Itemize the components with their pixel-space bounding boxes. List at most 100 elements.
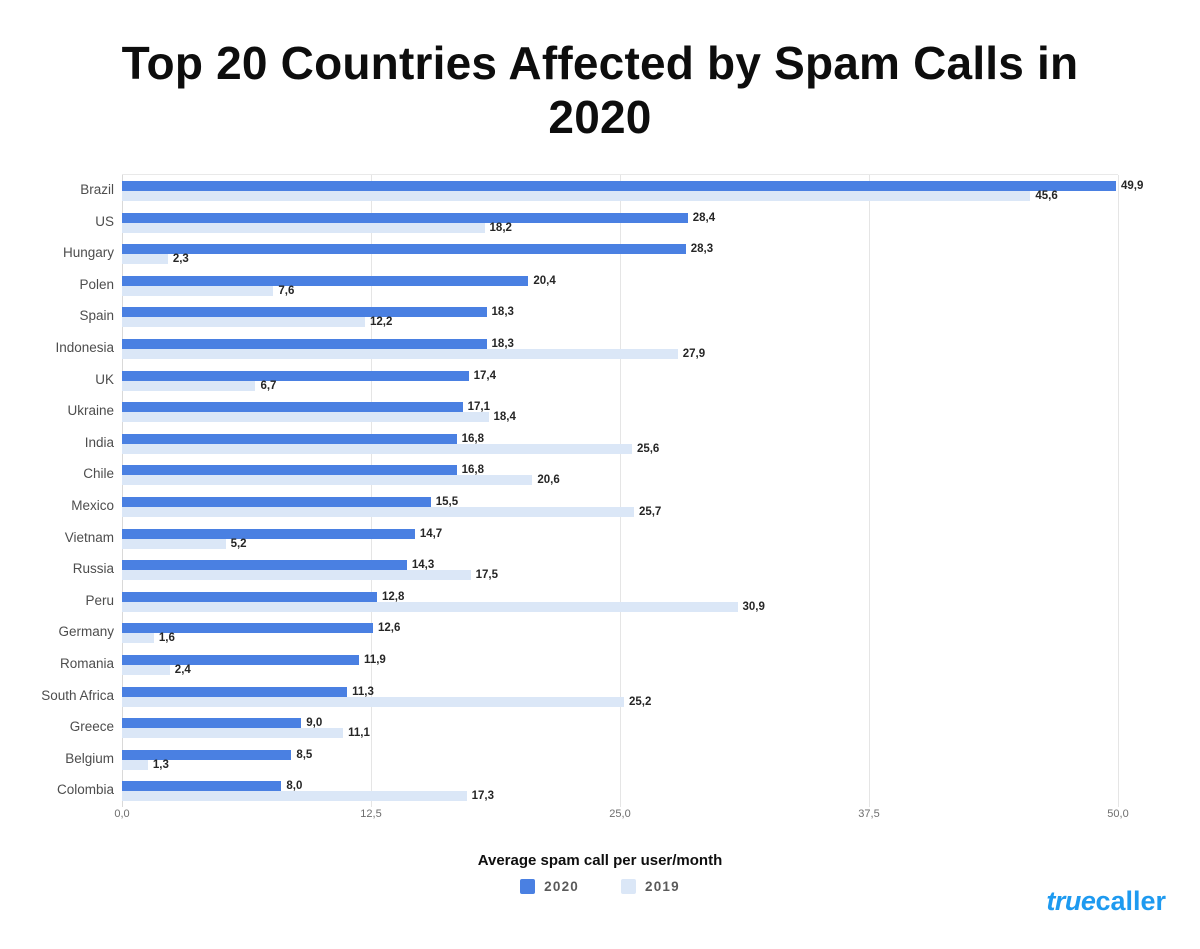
country-label: Chile <box>83 466 114 482</box>
gridline <box>869 175 870 807</box>
country-label: Belgium <box>65 750 114 766</box>
bar-row: 17,1 18,4 <box>122 396 1118 428</box>
value-label-2019: 20,6 <box>537 474 560 487</box>
y-axis-line <box>122 175 123 807</box>
country-label: Brazil <box>80 182 114 197</box>
bar-2020: 17,4 <box>122 370 496 382</box>
value-label-2019: 2,4 <box>174 664 191 676</box>
bar-2020: 14,3 <box>122 559 434 571</box>
country-label: Ukraine <box>67 403 114 419</box>
bar-2019: 6,7 <box>122 380 276 392</box>
value-label-2020: 18,3 <box>491 338 514 350</box>
value-label-2020: 49,9 <box>1121 180 1144 192</box>
country-label: Romania <box>59 656 114 671</box>
bar-row: 14,3 17,5 <box>122 554 1118 586</box>
bar-2019: 2,3 <box>122 253 189 265</box>
bar-2019: 25,6 <box>122 443 659 455</box>
country-label: US <box>95 213 114 229</box>
bar-2020: 16,8 <box>122 433 484 445</box>
logo-part-caller: caller <box>1095 886 1166 916</box>
bar-row: 18,3 27,9 <box>122 333 1118 365</box>
bar-row: 12,8 30,9 <box>122 586 1118 618</box>
value-label-2019: 18,2 <box>489 221 512 234</box>
country-label: Mexico <box>71 498 114 513</box>
legend-swatch-2020 <box>520 879 536 894</box>
value-label-2019: 25,7 <box>638 506 662 518</box>
value-label-2020: 11,9 <box>364 654 386 666</box>
bar-2019: 17,5 <box>122 569 498 581</box>
bar-2020: 9,0 <box>122 717 322 729</box>
bar-row: 17,4 6,7 <box>122 365 1118 397</box>
bar-row: 28,3 2,3 <box>122 238 1118 270</box>
value-label-2020: 28,4 <box>692 211 716 224</box>
x-axis-ticks: 0,0 12,5 25,0 37,5 50,0 <box>114 808 1128 824</box>
bar-row: 8,5 1,3 <box>122 744 1118 776</box>
bar-2020: 20,4 <box>122 275 556 287</box>
value-label-2019: 45,6 <box>1035 190 1058 202</box>
value-label-2019: 2,3 <box>172 253 189 266</box>
value-label-2020: 14,7 <box>419 527 443 540</box>
bar-row: 11,9 2,4 <box>122 649 1118 681</box>
bar-2020: 8,0 <box>122 780 302 792</box>
country-label: South Africa <box>41 687 114 703</box>
value-label-2020: 18,3 <box>491 306 514 319</box>
bar-2019: 30,9 <box>122 601 765 613</box>
value-label-2019: 1,3 <box>152 758 169 771</box>
bar-row: 28,4 18,2 <box>122 207 1118 239</box>
country-label: Polen <box>79 276 114 292</box>
country-label: Hungary <box>62 245 114 261</box>
bar-row: 9,0 11,1 <box>122 712 1118 744</box>
bar-2019: 27,9 <box>122 348 705 360</box>
bar-2019: 7,6 <box>122 285 294 297</box>
bar-2020: 11,3 <box>122 686 374 698</box>
bar-2020: 49,9 <box>122 180 1143 192</box>
bar-2020: 16,8 <box>122 464 484 476</box>
value-label-2020: 8,0 <box>286 780 303 793</box>
truecaller-logo: truecaller <box>1046 886 1166 917</box>
value-label-2020: 17,4 <box>473 369 496 382</box>
gridline <box>1118 175 1119 807</box>
legend-label-2019: 2019 <box>645 879 680 894</box>
legend-item-2019: 2019 <box>621 879 680 894</box>
legend: 2020 2019 <box>0 879 1200 894</box>
bar-2020: 14,7 <box>122 528 442 540</box>
bar-row: 18,3 12,2 <box>122 301 1118 333</box>
bar-row: 16,8 25,6 <box>122 428 1118 460</box>
value-label-2020: 8,5 <box>296 748 313 761</box>
plot-area: 49,9 45,6 28,4 18,2 28,3 2,3 20,4 7,6 18,3 12,2 18… <box>122 174 1143 807</box>
bar-2020: 28,3 <box>122 243 713 255</box>
legend-item-2020: 2020 <box>520 879 579 894</box>
value-label-2020: 17,1 <box>467 401 491 414</box>
bar-row: 20,4 7,6 <box>122 270 1118 302</box>
value-label-2019: 11,1 <box>348 727 370 740</box>
axis-tick-label: 25,0 <box>609 808 631 820</box>
value-label-2020: 12,8 <box>381 590 405 603</box>
bar-row: 14,7 5,2 <box>122 523 1118 555</box>
bar-2019: 11,1 <box>122 727 370 739</box>
value-label-2020: 11,3 <box>352 685 374 698</box>
value-label-2020: 20,4 <box>533 274 556 287</box>
bar-2020: 17,1 <box>122 401 490 413</box>
bar-2019: 12,2 <box>122 316 392 328</box>
bar-2019: 1,6 <box>122 632 175 644</box>
axis-tick-label: 37,5 <box>858 808 880 820</box>
bar-2019: 18,4 <box>122 411 516 423</box>
value-label-2019: 25,2 <box>628 695 652 708</box>
legend-swatch-2019 <box>621 879 636 894</box>
value-label-2020: 15,5 <box>435 496 459 508</box>
country-label: Greece <box>69 719 114 735</box>
country-label: Indonesia <box>55 340 114 355</box>
value-label-2019: 12,2 <box>370 316 393 329</box>
chart-title: Top 20 Countries Affected by Spam Calls … <box>121 37 1079 144</box>
value-label-2019: 17,5 <box>475 569 498 582</box>
bar-2019: 17,3 <box>122 790 494 802</box>
bar-2019: 2,4 <box>122 664 191 676</box>
value-label-2019: 25,6 <box>636 442 660 455</box>
bar-2020: 15,5 <box>122 496 458 508</box>
axis-tick-label: 50,0 <box>1107 808 1129 820</box>
country-label: Peru <box>85 592 114 608</box>
country-label: UK <box>95 371 114 387</box>
bar-2019: 20,6 <box>122 474 560 486</box>
legend-label-2020: 2020 <box>544 879 579 894</box>
